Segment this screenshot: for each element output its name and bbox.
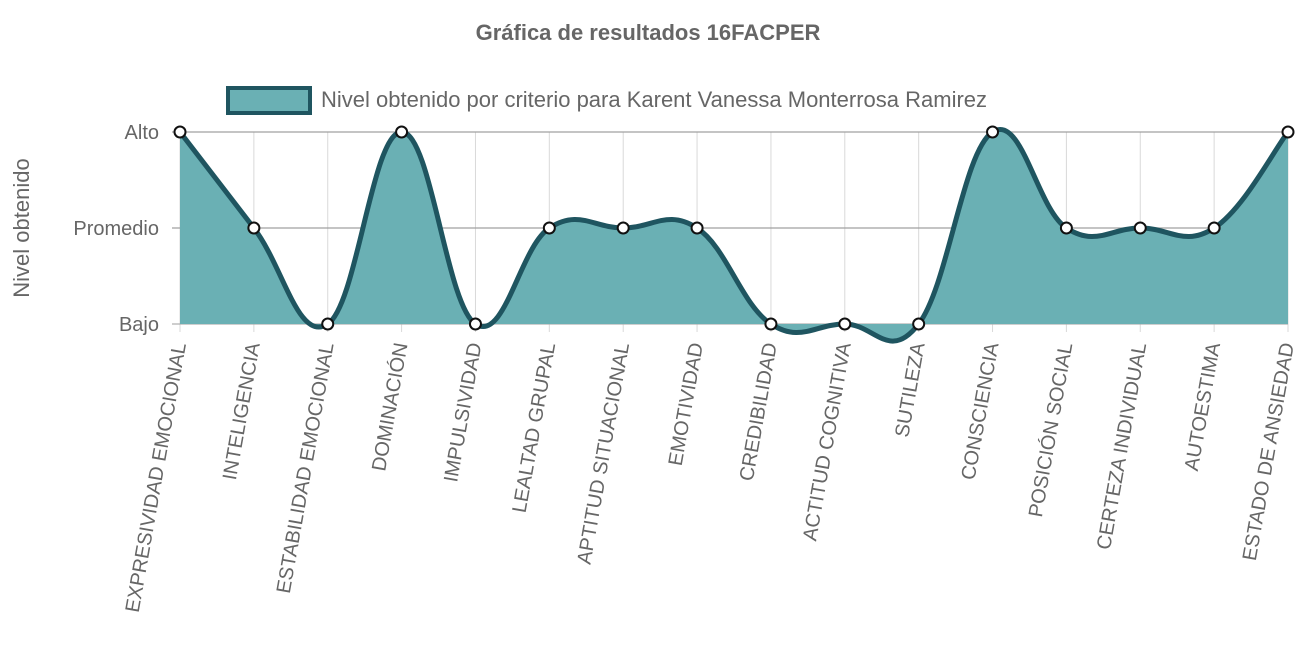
data-point[interactable] bbox=[1207, 221, 1221, 235]
x-tick-label: APTITUD SITUACIONAL bbox=[573, 341, 634, 566]
x-tick-label: ESTADO DE ANSIEDAD bbox=[1239, 341, 1296, 562]
data-point[interactable] bbox=[173, 125, 187, 139]
x-tick-label: LEALTAD GRUPAL bbox=[509, 341, 561, 514]
y-axis-ticks: Bajo Promedio Alto bbox=[73, 122, 159, 336]
x-tick-label: INTELIGENCIA bbox=[219, 340, 265, 481]
y-tick-label: Alto bbox=[125, 122, 159, 144]
x-tick-label: SUTILEZA bbox=[891, 340, 929, 439]
data-point[interactable] bbox=[468, 317, 482, 331]
data-point[interactable] bbox=[1059, 221, 1073, 235]
y-tick-label: Promedio bbox=[73, 218, 159, 240]
legend-label[interactable]: Nivel obtenido por criterio para Karent … bbox=[321, 87, 987, 112]
data-point[interactable] bbox=[690, 221, 704, 235]
x-tick-label: IMPULSIVIDAD bbox=[440, 341, 486, 484]
data-point[interactable] bbox=[321, 317, 335, 331]
data-point[interactable] bbox=[986, 125, 1000, 139]
data-point[interactable] bbox=[764, 317, 778, 331]
x-tick-label: CONSCIENCIA bbox=[958, 340, 1004, 481]
series-fill bbox=[180, 129, 1288, 342]
x-tick-label: EMOTIVIDAD bbox=[665, 341, 708, 467]
chart-title: Gráfica de resultados 16FACPER bbox=[476, 20, 821, 45]
x-tick-label: AUTOESTIMA bbox=[1181, 340, 1225, 472]
x-tick-label: ACTITUD COGNITIVA bbox=[799, 340, 856, 542]
data-points bbox=[173, 125, 1295, 331]
data-point[interactable] bbox=[838, 317, 852, 331]
legend-swatch[interactable] bbox=[226, 86, 312, 115]
data-point[interactable] bbox=[1281, 125, 1295, 139]
data-point[interactable] bbox=[542, 221, 556, 235]
x-tick-label: CERTEZA INDIVIDUAL bbox=[1093, 341, 1151, 551]
x-tick-label: ESTABILIDAD EMOCIONAL bbox=[273, 341, 339, 595]
data-point[interactable] bbox=[912, 317, 926, 331]
x-tick-label: EXPRESIVIDAD EMOCIONAL bbox=[122, 341, 191, 614]
data-point[interactable] bbox=[395, 125, 409, 139]
x-tick-label: CREDIBILIDAD bbox=[736, 341, 782, 483]
y-axis-title: Nivel obtenido bbox=[9, 158, 34, 297]
y-tick-label: Bajo bbox=[119, 314, 159, 336]
x-axis-ticks: EXPRESIVIDAD EMOCIONAL INTELIGENCIA ESTABI… bbox=[122, 340, 1296, 614]
data-point[interactable] bbox=[1133, 221, 1147, 235]
legend[interactable]: Nivel obtenido por criterio para Karent … bbox=[226, 86, 987, 115]
series-area bbox=[178, 127, 1290, 344]
x-tick-label: POSICIÓN SOCIAL bbox=[1024, 341, 1077, 519]
data-point[interactable] bbox=[616, 221, 630, 235]
series-line bbox=[178, 127, 1290, 344]
data-point[interactable] bbox=[247, 221, 261, 235]
x-tick-label: DOMINACIÓN bbox=[367, 341, 412, 473]
